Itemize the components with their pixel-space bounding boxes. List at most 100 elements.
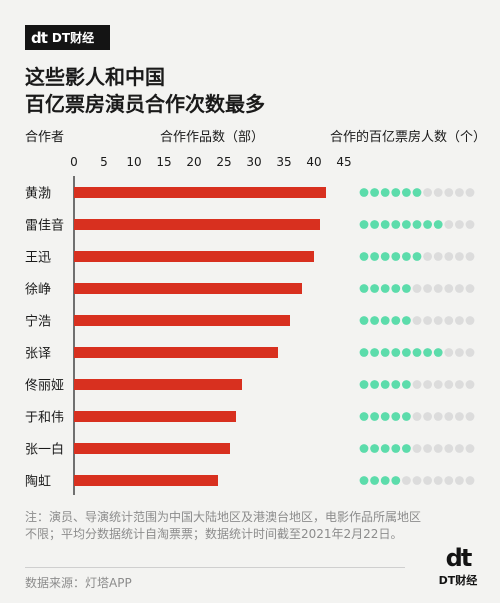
dot-filled xyxy=(370,444,379,453)
dot-filled xyxy=(412,188,422,197)
dot-empty xyxy=(412,412,422,421)
dot-filled xyxy=(402,348,411,357)
footer-logo-mark: dt xyxy=(445,544,473,572)
dot-empty xyxy=(455,316,464,325)
dot-empty xyxy=(444,252,454,261)
dot-empty xyxy=(455,220,464,229)
dot-empty xyxy=(465,316,475,325)
dot-filled xyxy=(412,348,422,357)
dot-filled xyxy=(380,284,390,293)
dot-filled xyxy=(402,444,411,453)
dot-empty xyxy=(433,444,443,453)
dot-filled xyxy=(380,348,390,357)
category-label: 黄渤 xyxy=(25,186,51,202)
dot-empty xyxy=(412,284,422,293)
bar xyxy=(74,283,302,294)
dot-empty xyxy=(433,412,443,421)
dot-filled xyxy=(391,348,401,357)
dot-empty xyxy=(433,284,443,293)
brand-mark: dt xyxy=(31,28,48,47)
dot-filled xyxy=(380,220,390,229)
dot-filled xyxy=(402,316,411,325)
dot-empty xyxy=(455,412,464,421)
footer-logo-name: DT财经 xyxy=(438,574,478,587)
dot-filled xyxy=(433,220,443,229)
dot-empty xyxy=(465,348,475,357)
bar xyxy=(74,347,278,358)
dot-empty xyxy=(433,476,443,485)
dot-empty xyxy=(455,252,464,261)
stars-column-header: 合作的百亿票房人数（个） xyxy=(330,130,487,145)
category-label: 宁浩 xyxy=(25,314,51,330)
dot-empty xyxy=(455,476,464,485)
category-label: 于和伟 xyxy=(25,411,64,426)
dot-empty xyxy=(423,476,432,485)
dot-filled xyxy=(402,188,411,197)
dot-filled xyxy=(433,348,443,357)
dot-filled xyxy=(380,316,390,325)
category-label: 徐峥 xyxy=(25,283,51,298)
x-tick-label: 35 xyxy=(276,155,291,169)
dot-filled xyxy=(370,476,379,485)
dot-filled xyxy=(402,380,411,389)
dot-empty xyxy=(455,284,464,293)
dot-empty xyxy=(433,252,443,261)
dot-filled xyxy=(359,380,369,389)
dot-empty xyxy=(412,380,422,389)
bar xyxy=(74,315,290,326)
x-tick-label: 10 xyxy=(126,155,141,169)
dot-filled xyxy=(423,220,432,229)
x-tick-label: 45 xyxy=(336,155,351,169)
dot-empty xyxy=(465,220,475,229)
dot-filled xyxy=(412,220,422,229)
dot-empty xyxy=(423,284,432,293)
title-line-1: 这些影人和中国 xyxy=(25,65,165,89)
dot-empty xyxy=(444,476,454,485)
dot-empty xyxy=(444,220,454,229)
dot-empty xyxy=(444,188,454,197)
dot-empty xyxy=(423,252,432,261)
category-label: 雷佳音 xyxy=(25,218,64,234)
dot-filled xyxy=(391,284,401,293)
x-tick-label: 0 xyxy=(70,155,78,169)
person-column-header: 合作者 xyxy=(25,130,65,145)
dot-filled xyxy=(402,220,411,229)
dot-filled xyxy=(380,412,390,421)
dot-filled xyxy=(412,252,422,261)
dot-filled xyxy=(370,188,379,197)
dot-filled xyxy=(380,444,390,453)
dot-empty xyxy=(465,444,475,453)
dot-empty xyxy=(455,348,464,357)
dot-empty xyxy=(444,348,454,357)
x-tick-label: 40 xyxy=(306,155,321,169)
bar xyxy=(74,187,326,198)
dot-filled xyxy=(380,476,390,485)
bar-chart: 0 5 10 15 20 25 30 35 40 45 黄渤雷佳音王迅徐峥宁浩张译佟丽娅于和伟张一白… xyxy=(25,155,475,495)
dot-empty xyxy=(444,316,454,325)
dot-empty xyxy=(465,380,475,389)
footer-logo: dt DT财经 xyxy=(432,544,484,588)
dot-filled xyxy=(370,316,379,325)
dot-empty xyxy=(423,188,432,197)
dot-empty xyxy=(465,188,475,197)
bar xyxy=(74,219,320,230)
dot-filled xyxy=(402,412,411,421)
dot-empty xyxy=(444,412,454,421)
dot-filled xyxy=(391,252,401,261)
dot-empty xyxy=(412,476,422,485)
dot-empty xyxy=(444,380,454,389)
dot-filled xyxy=(370,220,379,229)
dot-filled xyxy=(359,348,369,357)
x-tick-label: 25 xyxy=(216,155,231,169)
chart-title: 这些影人和中国 百亿票房演员合作次数最多 xyxy=(25,64,265,118)
dot-empty xyxy=(423,412,432,421)
dot-filled xyxy=(359,476,369,485)
dot-filled xyxy=(359,220,369,229)
dot-filled xyxy=(370,412,379,421)
bar xyxy=(74,475,218,486)
dot-filled xyxy=(359,188,369,197)
dot-filled xyxy=(391,444,401,453)
dot-empty xyxy=(444,444,454,453)
dot-empty xyxy=(444,284,454,293)
dot-filled xyxy=(402,284,411,293)
